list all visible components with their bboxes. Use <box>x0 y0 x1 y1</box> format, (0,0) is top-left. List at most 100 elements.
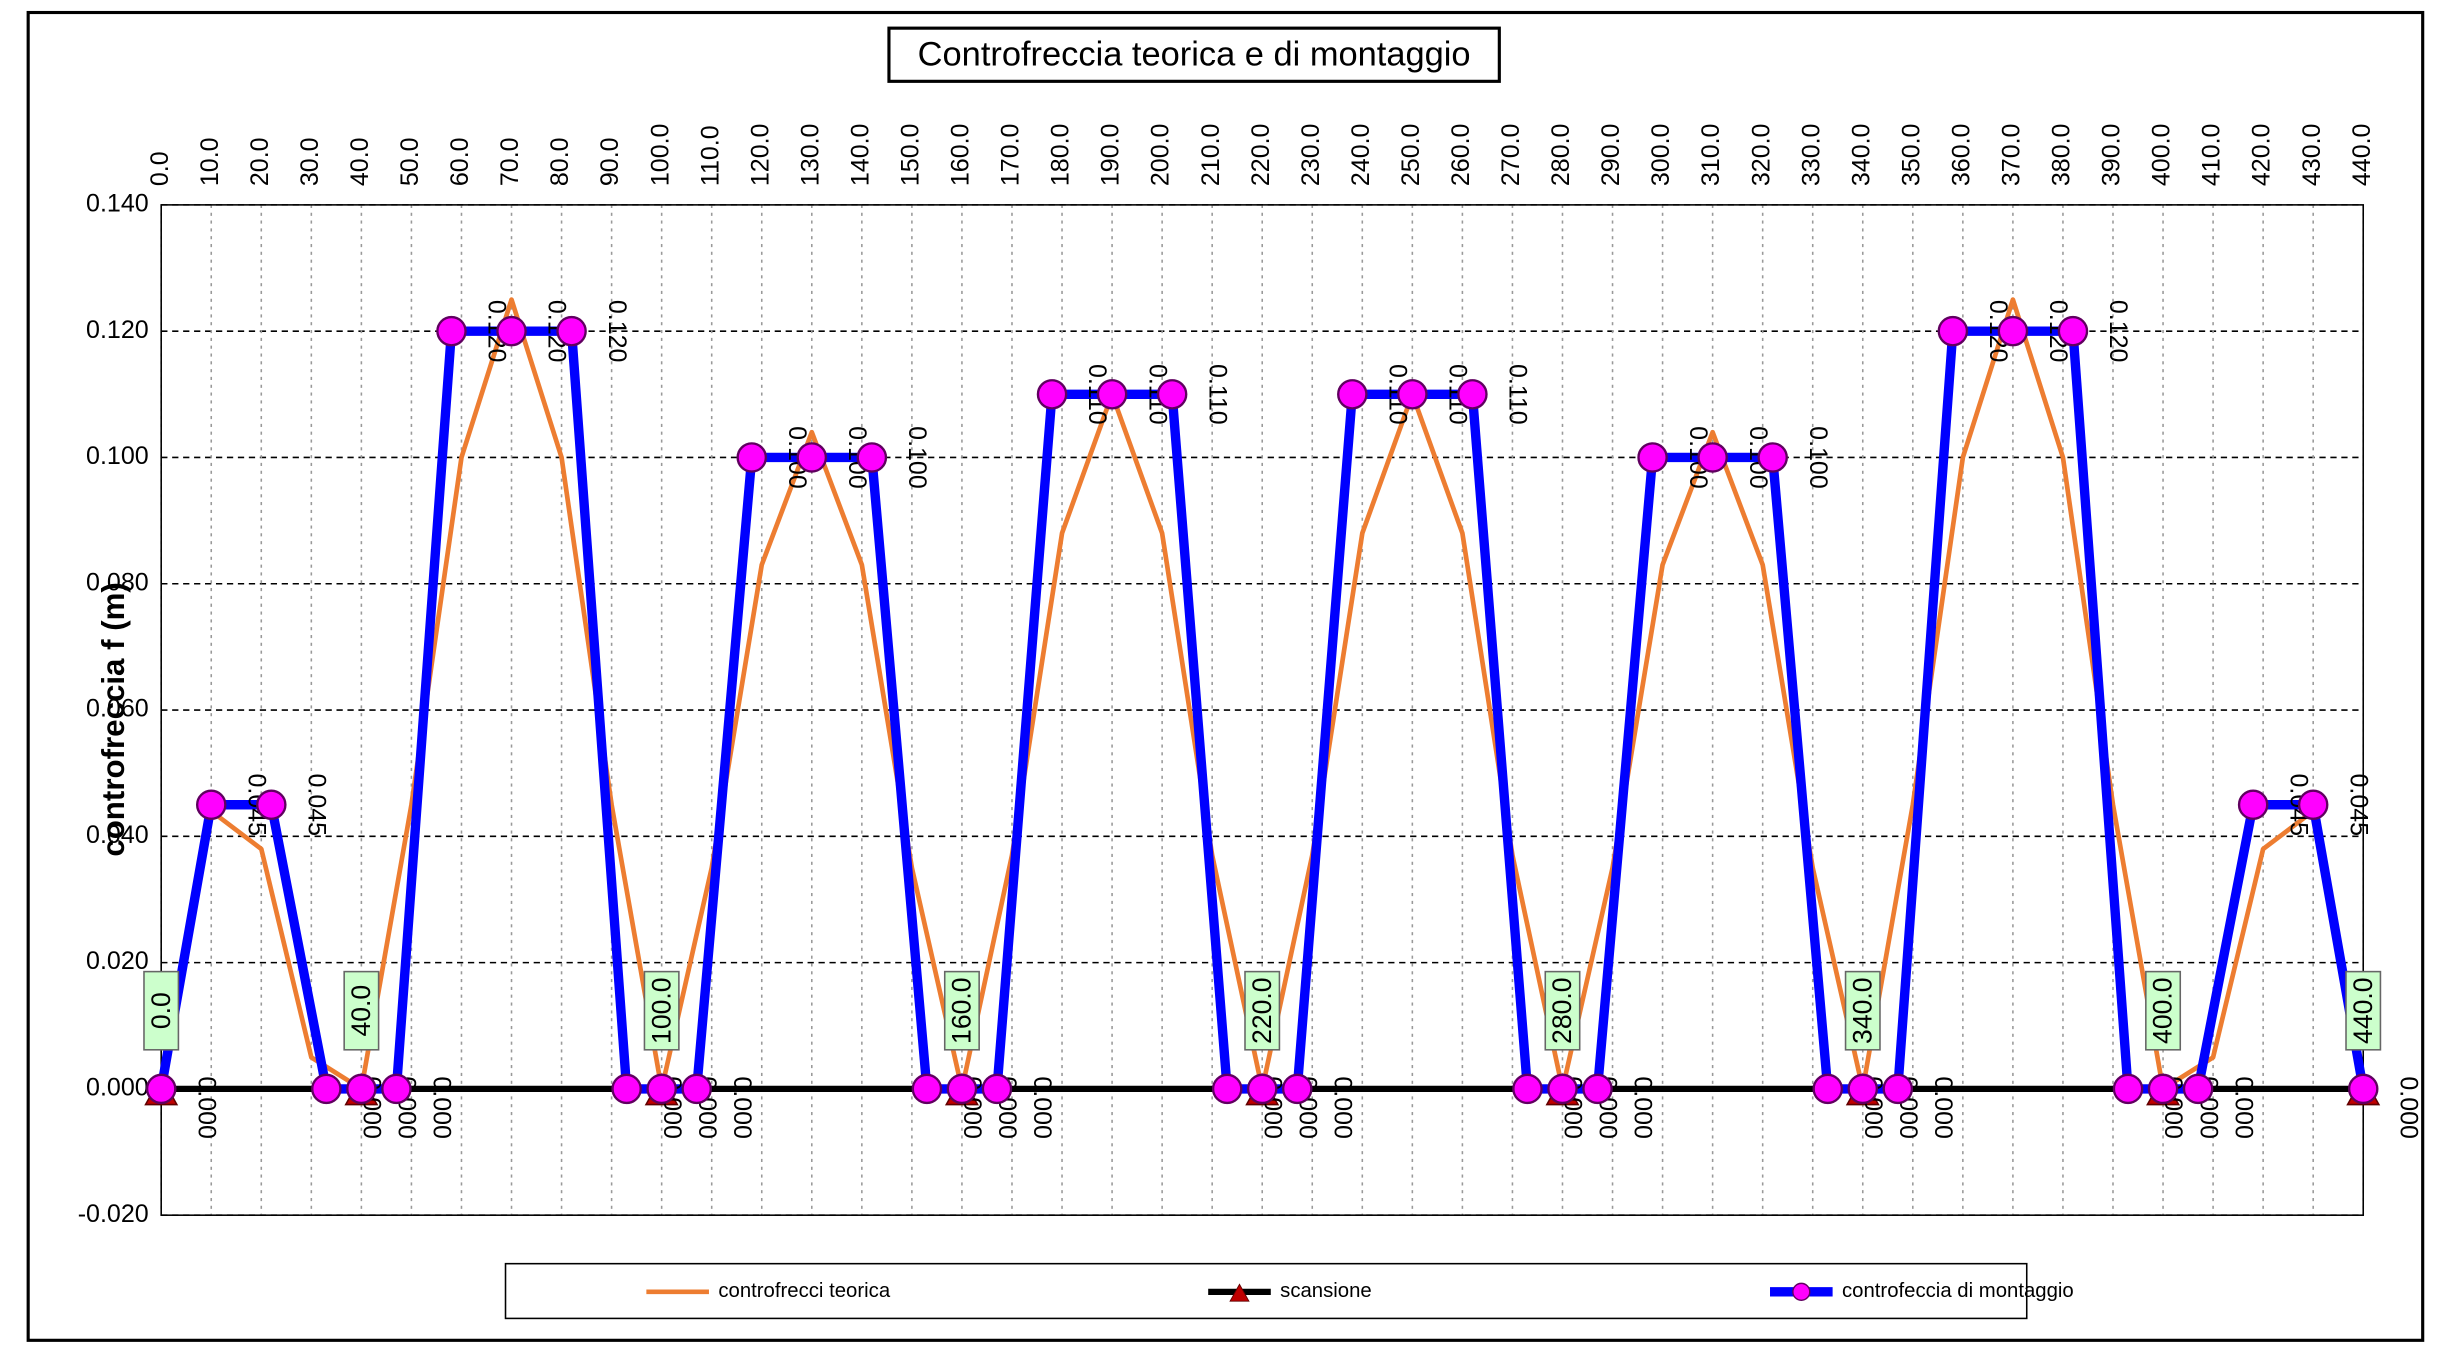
y-tick-label: 0.080 <box>86 568 149 596</box>
chart-title: Controfreccia teorica e di montaggio <box>918 35 1471 73</box>
point-label-box <box>1544 970 1581 1051</box>
data-label: 0.000 <box>1328 1076 1356 1139</box>
x-tick-label: 90.0 <box>596 137 624 186</box>
data-point <box>1211 1073 1243 1105</box>
data-point <box>1757 442 1788 473</box>
data-point <box>346 1073 377 1105</box>
data-point <box>1847 1073 1879 1105</box>
y-tick-label: 0.020 <box>86 947 149 975</box>
y-tick-label: 0.140 <box>86 189 149 217</box>
data-point <box>1457 379 1488 410</box>
data-label: 0.045 <box>2344 773 2372 836</box>
x-tick-label: 240.0 <box>1347 124 1375 187</box>
point-label-box <box>2145 970 2182 1051</box>
data-point <box>681 1073 712 1105</box>
data-point <box>381 1073 412 1105</box>
data-point <box>1697 442 1728 473</box>
x-tick-label: 20.0 <box>246 137 274 186</box>
point-label: 400.0 <box>2148 977 2178 1043</box>
data-point <box>911 1073 943 1105</box>
data-point <box>1637 442 1668 473</box>
x-tick-label: 320.0 <box>1747 124 1775 187</box>
x-tick-label: 150.0 <box>896 124 924 187</box>
x-tick-label: 200.0 <box>1147 124 1175 187</box>
x-tick-label: 410.0 <box>2198 124 2226 187</box>
data-label: 0.110 <box>1203 364 1231 425</box>
point-label: 160.0 <box>947 977 977 1043</box>
data-label: 0.000 <box>1629 1076 1657 1139</box>
x-tick-label: 110.0 <box>696 125 724 186</box>
data-point <box>646 1073 677 1105</box>
data-point <box>1512 1073 1543 1105</box>
data-label: 0.110 <box>1504 364 1532 425</box>
x-tick-label: 210.0 <box>1197 124 1225 187</box>
legend-marker <box>1229 1283 1250 1302</box>
data-point <box>2147 1073 2179 1105</box>
point-label: 0.0 <box>146 992 176 1029</box>
x-tick-label: 0.0 <box>146 151 174 186</box>
point-label-box <box>943 970 980 1051</box>
data-point <box>1937 315 1969 347</box>
data-label: 0.000 <box>1028 1076 1056 1139</box>
x-tick-label: 330.0 <box>1797 124 1825 187</box>
data-point <box>1036 379 1068 410</box>
plot-area <box>160 204 2365 1216</box>
x-tick-label: 430.0 <box>2298 124 2326 187</box>
data-point <box>2057 315 2089 347</box>
data-point <box>1096 379 1128 410</box>
data-point <box>1246 1073 1278 1105</box>
data-point <box>1582 1073 1613 1105</box>
y-tick-label: 0.120 <box>86 316 149 344</box>
data-point <box>1812 1073 1843 1105</box>
x-tick-label: 180.0 <box>1047 124 1075 187</box>
x-tick-label: 350.0 <box>1897 124 1925 187</box>
data-label: 0.000 <box>428 1076 456 1139</box>
point-label-box <box>2345 970 2382 1051</box>
x-tick-label: 30.0 <box>296 137 324 186</box>
data-point <box>436 315 467 347</box>
legend-label: scansione <box>1280 1280 1372 1302</box>
data-point <box>1337 379 1368 410</box>
x-tick-label: 260.0 <box>1447 124 1475 187</box>
data-label: 0.120 <box>603 300 631 363</box>
x-tick-label: 140.0 <box>846 124 874 187</box>
data-point <box>2182 1073 2214 1105</box>
x-tick-label: 420.0 <box>2248 124 2276 187</box>
data-point <box>796 442 828 473</box>
point-label-box <box>1244 970 1281 1051</box>
data-point <box>2297 789 2329 821</box>
x-tick-label: 10.0 <box>196 137 224 186</box>
x-tick-label: 380.0 <box>2048 124 2076 187</box>
data-point <box>981 1073 1013 1105</box>
data-point <box>1156 379 1188 410</box>
data-label: 0.000 <box>2394 1076 2422 1139</box>
point-label: 280.0 <box>1547 977 1577 1043</box>
legend-marker <box>1792 1282 1811 1301</box>
x-tick-label: 160.0 <box>947 124 975 187</box>
x-tick-label: 310.0 <box>1697 124 1725 187</box>
x-tick-label: 80.0 <box>546 137 574 186</box>
data-point <box>2112 1073 2144 1105</box>
data-label: 0.000 <box>1929 1076 1957 1139</box>
data-point <box>2237 789 2269 821</box>
x-tick-label: 340.0 <box>1847 124 1875 187</box>
data-point <box>556 315 587 347</box>
data-point <box>311 1073 342 1105</box>
data-point <box>946 1073 978 1105</box>
x-tick-label: 130.0 <box>796 124 824 187</box>
x-tick-label: 280.0 <box>1547 124 1575 187</box>
x-tick-label: 360.0 <box>1947 124 1975 187</box>
x-tick-label: 440.0 <box>2348 124 2376 187</box>
point-label-box <box>1844 970 1881 1051</box>
data-point <box>1547 1073 1578 1105</box>
x-tick-label: 50.0 <box>396 137 424 186</box>
x-tick-label: 300.0 <box>1647 124 1675 187</box>
data-label: 0.045 <box>303 773 331 836</box>
x-tick-label: 40.0 <box>346 137 374 186</box>
y-tick-label: 0.100 <box>86 442 149 470</box>
y-tick-label: 0.040 <box>86 821 149 849</box>
data-label: 0.100 <box>1804 426 1832 489</box>
point-label-box <box>643 970 680 1051</box>
